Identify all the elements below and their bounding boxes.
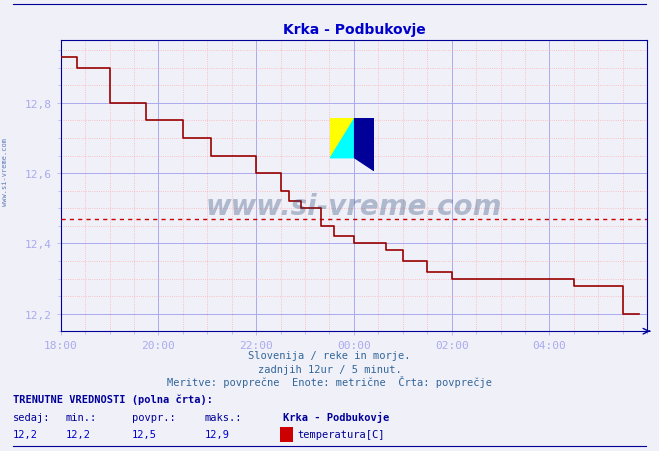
Text: sedaj:: sedaj: bbox=[13, 412, 51, 422]
Text: min.:: min.: bbox=[66, 412, 97, 422]
Text: 12,9: 12,9 bbox=[204, 428, 229, 438]
Text: Krka - Podbukovje: Krka - Podbukovje bbox=[283, 411, 389, 422]
Text: www.si-vreme.com: www.si-vreme.com bbox=[206, 193, 502, 221]
Text: 12,5: 12,5 bbox=[132, 428, 157, 438]
Text: Slovenija / reke in morje.: Slovenija / reke in morje. bbox=[248, 350, 411, 360]
Text: 12,2: 12,2 bbox=[66, 428, 91, 438]
Text: 12,2: 12,2 bbox=[13, 428, 38, 438]
Text: zadnjih 12ur / 5 minut.: zadnjih 12ur / 5 minut. bbox=[258, 364, 401, 374]
Title: Krka - Podbukovje: Krka - Podbukovje bbox=[283, 23, 425, 37]
Text: povpr.:: povpr.: bbox=[132, 412, 175, 422]
Text: Meritve: povprečne  Enote: metrične  Črta: povprečje: Meritve: povprečne Enote: metrične Črta:… bbox=[167, 376, 492, 387]
Text: temperatura[C]: temperatura[C] bbox=[298, 428, 386, 438]
Text: TRENUTNE VREDNOSTI (polna črta):: TRENUTNE VREDNOSTI (polna črta): bbox=[13, 394, 213, 404]
Text: maks.:: maks.: bbox=[204, 412, 242, 422]
Text: www.si-vreme.com: www.si-vreme.com bbox=[2, 138, 9, 205]
